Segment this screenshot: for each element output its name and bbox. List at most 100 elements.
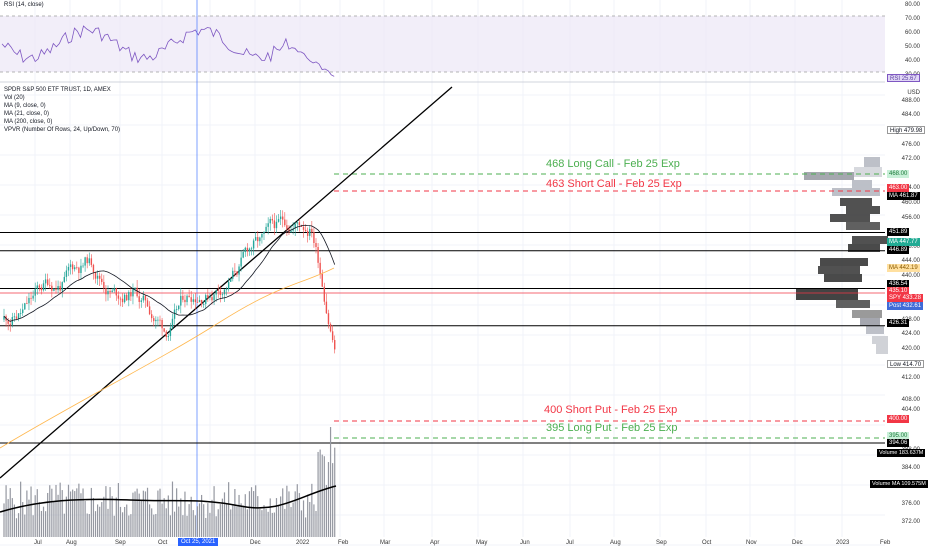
time-axis-label: Oct [158,540,168,546]
price-scale-label: 484.00 [901,112,920,119]
candle-body [15,316,18,319]
volume-bar [248,491,251,537]
vpvr-bar [836,300,870,308]
legend-line: MA (200, close, 0) [4,119,53,125]
volume-bar [269,498,271,537]
candle-body [46,279,49,285]
volume-bar [49,485,51,537]
volume-bar [332,463,334,537]
volume-bar [76,488,78,537]
candle-body [76,267,78,269]
volume-bar [257,496,259,537]
candle-body [279,216,282,220]
volume-bar [302,500,305,537]
candle-body [213,294,215,301]
candle-body [221,294,224,296]
candle-body [82,265,84,267]
candle-body [69,264,72,267]
volume-bar [113,515,115,537]
vpvr-bar [854,167,882,177]
candle-body [26,303,28,305]
candle-body [259,237,261,242]
candle-body [311,228,313,233]
volume-tag: Volume 183.637M [877,449,926,457]
volume-bar [298,493,300,537]
volume-bar [105,486,107,537]
volume-bar [165,508,167,537]
volume-bar [138,493,140,537]
rsi-band [0,16,885,72]
candle-body [51,285,53,291]
volume-bar [144,491,147,537]
candle-body [111,290,113,293]
vpvr-bar [864,157,880,167]
candle-body [9,323,11,325]
vpvr-bar [860,318,880,326]
price-tag: 463.00 [887,184,910,192]
candle-body [190,297,192,302]
candle-body [34,288,36,296]
candle-body [250,248,253,250]
volume-bar [211,499,213,537]
candle-body [22,309,24,313]
candle-body [11,317,14,325]
legend-line: MA (21, close, 0) [4,111,50,117]
volume-bar [74,491,76,537]
volume-bar [119,506,122,537]
volume-bar [315,511,317,537]
price-scale-label: 424.00 [901,331,920,338]
time-axis-label: Oct [702,540,712,546]
volume-bar [201,494,203,537]
legend-line: SPDR S&P 500 ETF TRUST, 1D, AMEX [4,87,111,93]
candle-body [53,288,55,291]
price-tag: MA 442.19 [887,264,920,272]
price-scale-label: 428.00 [901,316,920,323]
volume-bar [115,497,117,537]
volume-bar [20,481,22,537]
candle-body [321,273,323,287]
rsi-scale-label: 60.00 [904,30,920,36]
annotation-short-call: 463 Short Call - Feb 25 Exp [546,178,682,190]
candle-body [269,218,271,224]
volume-bar [88,514,90,537]
time-axis-label: May [476,540,488,546]
candle-body [292,228,294,231]
candle-body [223,289,226,295]
price-tag: SPY 433.28 [887,294,923,302]
candle-body [286,225,288,229]
crosshair-date-label: Oct 25, 2021 [178,538,219,546]
rsi-scale-label: 70.00 [904,16,920,22]
time-axis-label: Sep [656,540,667,546]
volume-bar [261,510,263,537]
price-scale-label: 488.00 [901,97,920,104]
price-tag: 468.00 [887,170,910,178]
vpvr-bar [832,188,880,196]
rsi-scale-label: 50.00 [904,44,920,50]
candle-body [38,285,41,288]
volume-bar [236,506,238,537]
candle-body [198,299,201,303]
volume-bar [321,454,323,537]
volume-bar [219,504,221,537]
volume-bar [82,488,84,537]
rsi-title: RSI (14, close) [4,2,44,8]
volume-bar [153,514,155,537]
volume-bar [246,509,248,537]
vpvr-bar [820,258,868,266]
candle-body [138,296,140,302]
volume-bar [280,496,282,537]
annotation-long-call: 468 Long Call - Feb 25 Exp [546,158,680,170]
ma200-line [0,267,335,449]
volume-bar [155,513,157,537]
candle-body [101,278,103,282]
time-axis-label: Feb [338,540,349,546]
volume-bar [24,514,26,537]
time-axis-label: Sep [115,540,126,546]
volume-bar [282,488,284,537]
volume-bar [265,508,267,537]
candle-body [42,283,45,291]
volume-bar [109,487,111,537]
candle-body [163,328,165,332]
trendline [0,86,453,479]
